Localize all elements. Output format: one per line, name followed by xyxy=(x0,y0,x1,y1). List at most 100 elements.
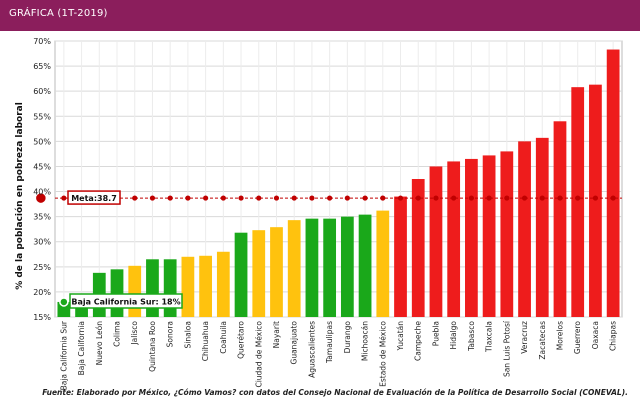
bar xyxy=(181,256,195,317)
bar xyxy=(340,216,354,317)
bar xyxy=(57,301,71,317)
y-tick-label: 70% xyxy=(33,37,51,46)
x-tick-label: Morelos xyxy=(555,321,564,350)
x-ticks: Baja California Sur Baja California Nuevo … xyxy=(59,320,617,390)
meta-point xyxy=(539,195,545,201)
x-tick-label: Chihuahua xyxy=(201,321,210,361)
y-tick-label: 15% xyxy=(33,313,51,322)
meta-point xyxy=(61,195,67,201)
x-tick-label: Tamaulipas xyxy=(325,321,334,364)
meta-point xyxy=(238,195,244,201)
bar xyxy=(323,218,337,317)
bar xyxy=(252,230,266,317)
meta-label-box: Meta:38.7 xyxy=(67,190,121,205)
meta-point xyxy=(486,195,492,201)
meta-point xyxy=(309,195,315,201)
annotation-box: Baja California Sur: 18% xyxy=(69,293,183,309)
source-note: Fuente: Elaborado por México, ¿Cómo Vamo… xyxy=(42,388,628,397)
x-tick-label: Campeche xyxy=(414,321,423,361)
x-tick-label: Aguascalientes xyxy=(307,321,316,378)
y-tick-label: 25% xyxy=(33,263,51,272)
meta-point xyxy=(362,195,368,201)
x-tick-label: Puebla xyxy=(431,321,440,346)
x-tick-label: Tlaxcala xyxy=(485,321,494,353)
y-tick-label: 20% xyxy=(33,288,51,297)
y-tick-label: 65% xyxy=(33,62,51,71)
y-tick-label: 60% xyxy=(33,87,51,96)
bar xyxy=(465,158,478,317)
meta-point xyxy=(415,195,421,201)
meta-point xyxy=(592,195,599,201)
meta-point xyxy=(344,195,350,201)
bar xyxy=(500,151,514,317)
meta-point xyxy=(220,195,226,201)
bar xyxy=(518,141,531,317)
meta-point xyxy=(273,195,280,201)
annotation-frame xyxy=(69,293,183,309)
annotation-label: Baja California Sur: 18% xyxy=(71,298,180,307)
meta-point xyxy=(256,195,262,201)
x-tick-label: Michoacán xyxy=(361,321,370,361)
x-tick-label: Jalisco xyxy=(130,321,139,346)
meta-point xyxy=(521,195,528,201)
x-tick-label: Colima xyxy=(113,321,122,347)
bar xyxy=(535,137,549,317)
y-ticks: 15% 20% 25% 30% 35% 40% 45% 50% 55% 60% 65% 70% xyxy=(33,37,51,322)
x-tick-label: Coahuila xyxy=(219,321,228,354)
bar xyxy=(482,155,496,317)
y-axis-label: % de la población en pobreza laboral xyxy=(14,102,25,290)
y-tick-label: 30% xyxy=(33,238,51,247)
x-tick-label: Tabasco xyxy=(467,321,476,352)
meta-point xyxy=(504,195,510,201)
x-tick-label: Sinaloa xyxy=(183,321,192,348)
meta-label: Meta:38.7 xyxy=(71,194,117,203)
x-tick-label: Zacatecas xyxy=(538,321,547,360)
x-tick-label: Quintana Roo xyxy=(148,321,157,372)
bar xyxy=(606,49,620,317)
x-tick-label: Nuevo León xyxy=(95,321,104,366)
x-tick-label: Nayarit xyxy=(272,321,281,348)
bar xyxy=(110,269,124,317)
meta-point xyxy=(291,195,297,201)
x-tick-label: Querétaro xyxy=(237,321,246,359)
bar xyxy=(447,161,461,317)
meta-point xyxy=(397,195,404,201)
meta-point xyxy=(203,195,209,201)
annotation-marker xyxy=(59,297,69,307)
y-tick-label: 40% xyxy=(33,188,51,197)
meta-point xyxy=(149,195,156,201)
meta-point xyxy=(468,195,474,201)
x-tick-label: Estado de México xyxy=(378,321,387,387)
x-tick-label: Durango xyxy=(343,321,352,354)
bar xyxy=(376,210,390,317)
y-tick-label: 55% xyxy=(33,112,51,121)
x-tick-label: Sonora xyxy=(166,321,175,347)
y-tick-label: 45% xyxy=(33,162,51,171)
bar xyxy=(216,251,230,317)
x-tick-label: Yucatán xyxy=(396,321,405,352)
x-tick-label: Chiapas xyxy=(609,321,618,351)
bar-chart: 15% 20% 25% 30% 35% 40% 45% 50% 55% 60% 65% 70% Baj… xyxy=(14,37,623,390)
meta-point xyxy=(132,195,138,201)
meta-point xyxy=(185,195,191,201)
y-tick-label: 35% xyxy=(33,213,51,222)
bar xyxy=(429,166,443,317)
x-tick-label: Hidalgo xyxy=(449,321,458,350)
meta-point xyxy=(327,195,333,201)
x-tick-label: Oaxaca xyxy=(591,321,600,349)
x-tick-label: San Luis Potosí xyxy=(502,320,511,377)
bar xyxy=(358,214,372,317)
meta-marker xyxy=(34,191,48,205)
x-tick-label: Baja California Sur xyxy=(59,320,68,390)
bar xyxy=(234,232,248,317)
meta-point xyxy=(557,195,563,201)
chart-title: GRÁFICA (1T-2019) xyxy=(9,8,108,19)
bar xyxy=(589,84,602,318)
meta-line-group xyxy=(34,191,622,307)
chart-header: GRÁFICA (1T-2019) xyxy=(0,0,640,31)
meta-point xyxy=(610,195,616,201)
meta-point xyxy=(433,195,439,201)
bar xyxy=(411,179,425,317)
bar xyxy=(287,220,301,317)
bar xyxy=(553,121,567,317)
